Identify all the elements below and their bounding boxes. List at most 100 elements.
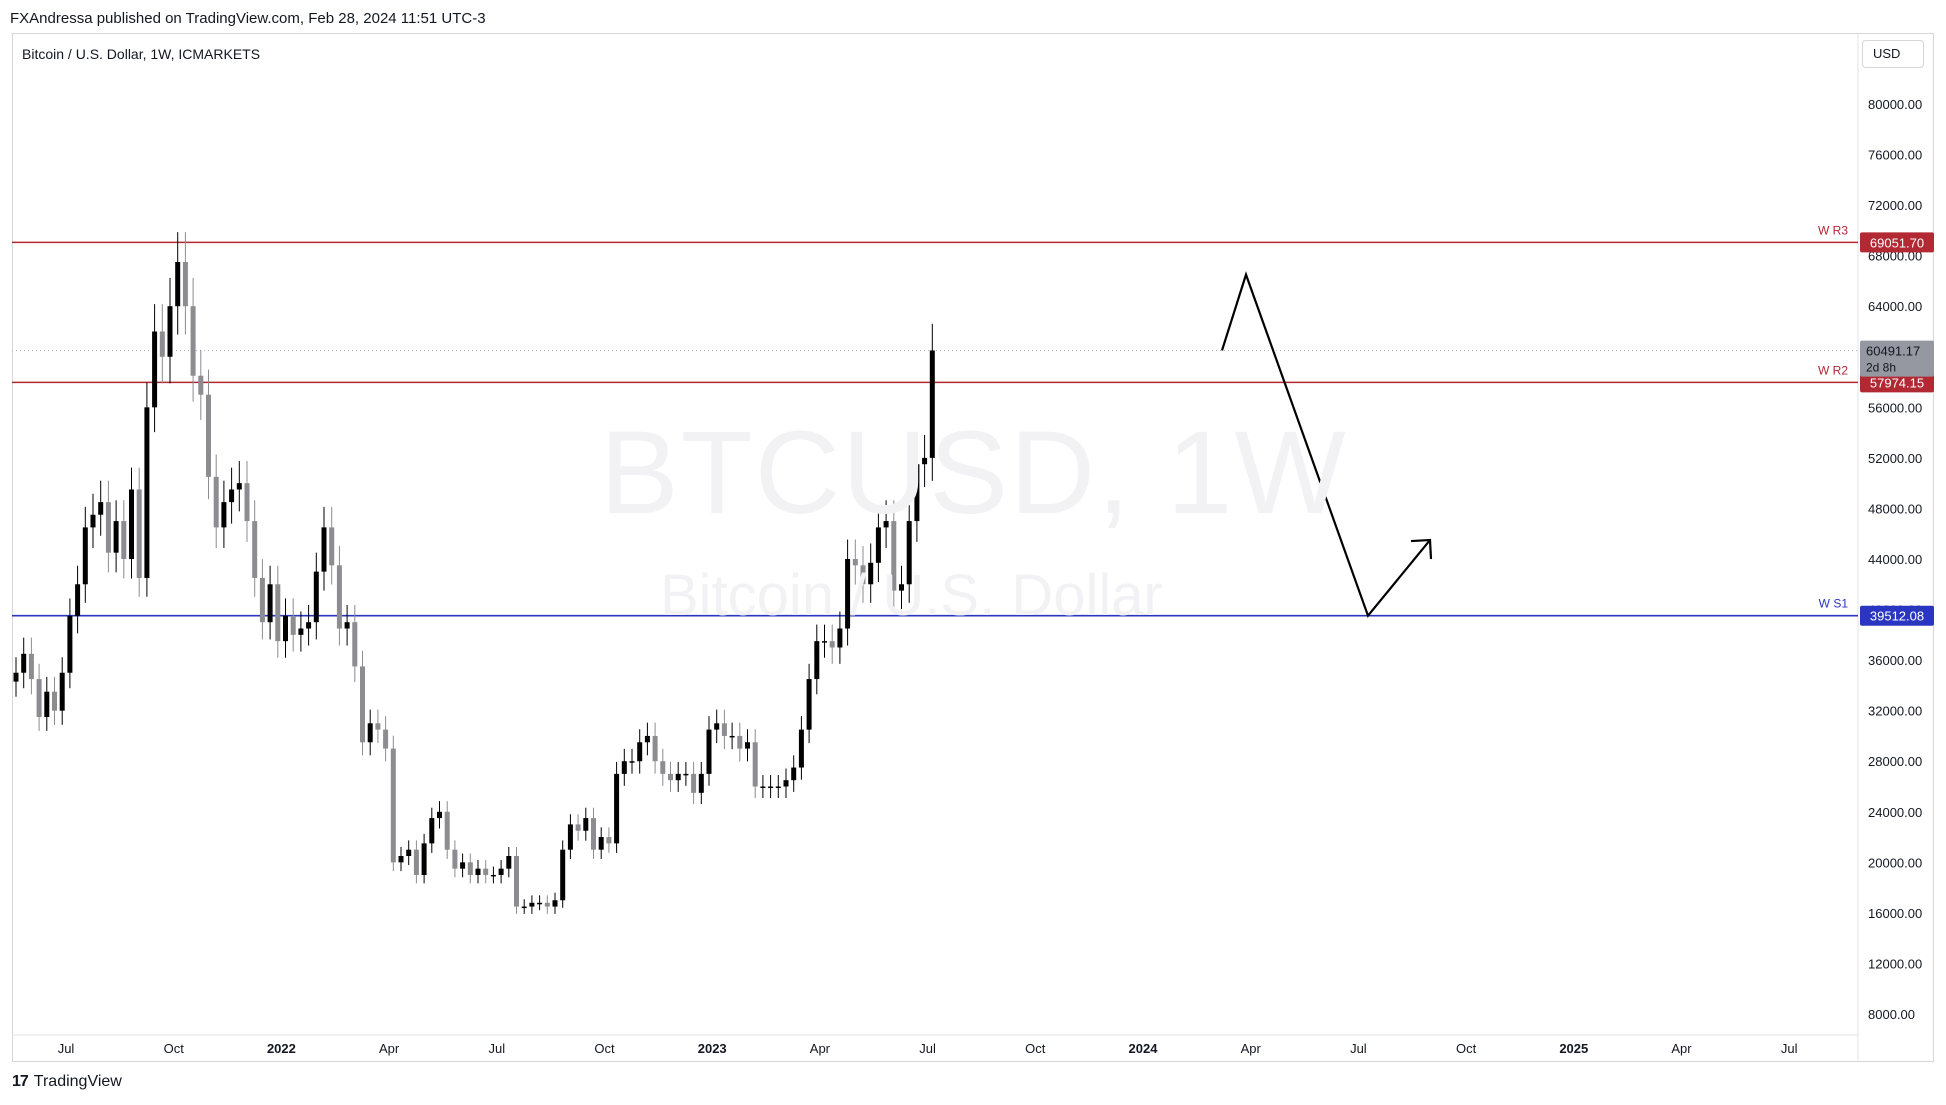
candle-body [906,521,912,585]
candle-body [560,849,566,901]
y-tick-label: 32000.00 [1868,704,1922,719]
candle-body [290,615,296,635]
candle-body [28,653,34,680]
candle-body [798,729,804,768]
watermark-name: Bitcoin / U.S. Dollar [660,563,1163,628]
y-tick-label: 68000.00 [1868,249,1922,264]
x-tick-label: Oct [164,1041,185,1056]
candle-body [529,902,535,907]
tradingview-logo[interactable]: 17 TradingView [12,1073,122,1091]
pivot-level-label: W R3 [1818,223,1848,237]
candle-body [236,483,242,490]
candle-body [13,672,19,682]
x-tick-label: Apr [1671,1041,1692,1056]
y-tick-label: 24000.00 [1868,805,1922,820]
last-price-tag [1860,340,1934,377]
candle-body [336,565,342,629]
y-tick-label: 16000.00 [1868,906,1922,921]
candle-body [367,723,373,743]
y-tick-label: 76000.00 [1868,148,1922,163]
x-tick-label: Apr [810,1041,831,1056]
candle-body [868,562,874,585]
pivot-level-label: W R2 [1818,363,1848,377]
symbol-title[interactable]: Bitcoin / U.S. Dollar, 1W, ICMARKETS [22,46,261,62]
candle-body [375,723,381,730]
candle-body [583,818,589,831]
candle-body [244,483,250,522]
candle-body [814,641,820,680]
candle-body [360,666,365,743]
tradingview-logo-icon: 17 [12,1073,29,1090]
candle-body [775,786,781,788]
candle-body [313,571,319,623]
candle-body [59,672,65,711]
pivot-price-tag-text: 57974.15 [1870,375,1924,390]
x-tick-label: 2023 [698,1041,727,1056]
candle-body [514,856,519,907]
x-tick-label: Apr [379,1041,400,1056]
candle-body [129,489,134,559]
candle-body [167,306,173,357]
candle-body [837,628,843,648]
publisher-header: FXAndressa published on TradingView.com,… [10,10,486,27]
y-tick-label: 80000.00 [1868,97,1922,112]
y-tick-label: 8000.00 [1868,1007,1915,1022]
candle-body [121,521,127,559]
candle-body [829,641,835,648]
y-tick-label: 36000.00 [1868,653,1922,668]
candle-body [644,735,650,743]
candle-body [21,653,27,673]
candle-body [159,331,165,357]
candle-body [629,761,635,763]
candle-body [283,615,288,642]
pivot-price-tag [1860,605,1934,626]
candle-body [706,729,712,774]
candle-body [845,559,851,629]
last-price-countdown: 2d 8h [1866,361,1896,375]
candle-body [768,786,774,788]
candle-body [822,641,827,643]
currency-button[interactable]: USD [1862,40,1924,68]
candle-body [852,559,858,566]
candle-body [198,375,204,395]
y-tick-label: 20000.00 [1868,855,1922,870]
candle-body [213,476,219,528]
y-tick-label: 56000.00 [1868,400,1922,415]
candle-body [675,773,681,781]
x-tick-label: Apr [1241,1041,1262,1056]
candle-body [259,577,265,623]
candle-body [444,811,450,850]
candle-body [668,773,673,781]
candle-body [506,856,512,869]
candle-body [791,767,797,781]
x-tick-label: 2024 [1129,1041,1159,1056]
projection-path [1220,271,1431,618]
candle-body [891,521,897,591]
candle-body [144,407,150,578]
candle-body [521,906,527,909]
candle-body [922,457,928,465]
candle-body [36,679,42,717]
candle-body [413,849,419,875]
candle-body [105,502,111,553]
candle-body [398,856,404,863]
candle-body [660,761,666,774]
candle-body [437,811,442,819]
candle-body [421,843,427,875]
candle-body [567,824,573,850]
candle-body [229,489,235,503]
x-tick-label: 2022 [267,1041,296,1056]
pivot-price-tag-text: 39512.08 [1870,609,1924,624]
candle-body [683,773,689,776]
candle-body [467,862,473,875]
y-tick-label: 12000.00 [1868,956,1922,971]
x-tick-label: Oct [1025,1041,1046,1056]
projection-arrow-head [1410,538,1433,560]
candle-body [729,735,735,738]
candle-body [329,527,335,566]
candle-body [806,679,812,730]
pivot-price-tag-text: 69051.70 [1870,235,1924,250]
candle-body [575,824,581,831]
candle-body [175,261,181,307]
